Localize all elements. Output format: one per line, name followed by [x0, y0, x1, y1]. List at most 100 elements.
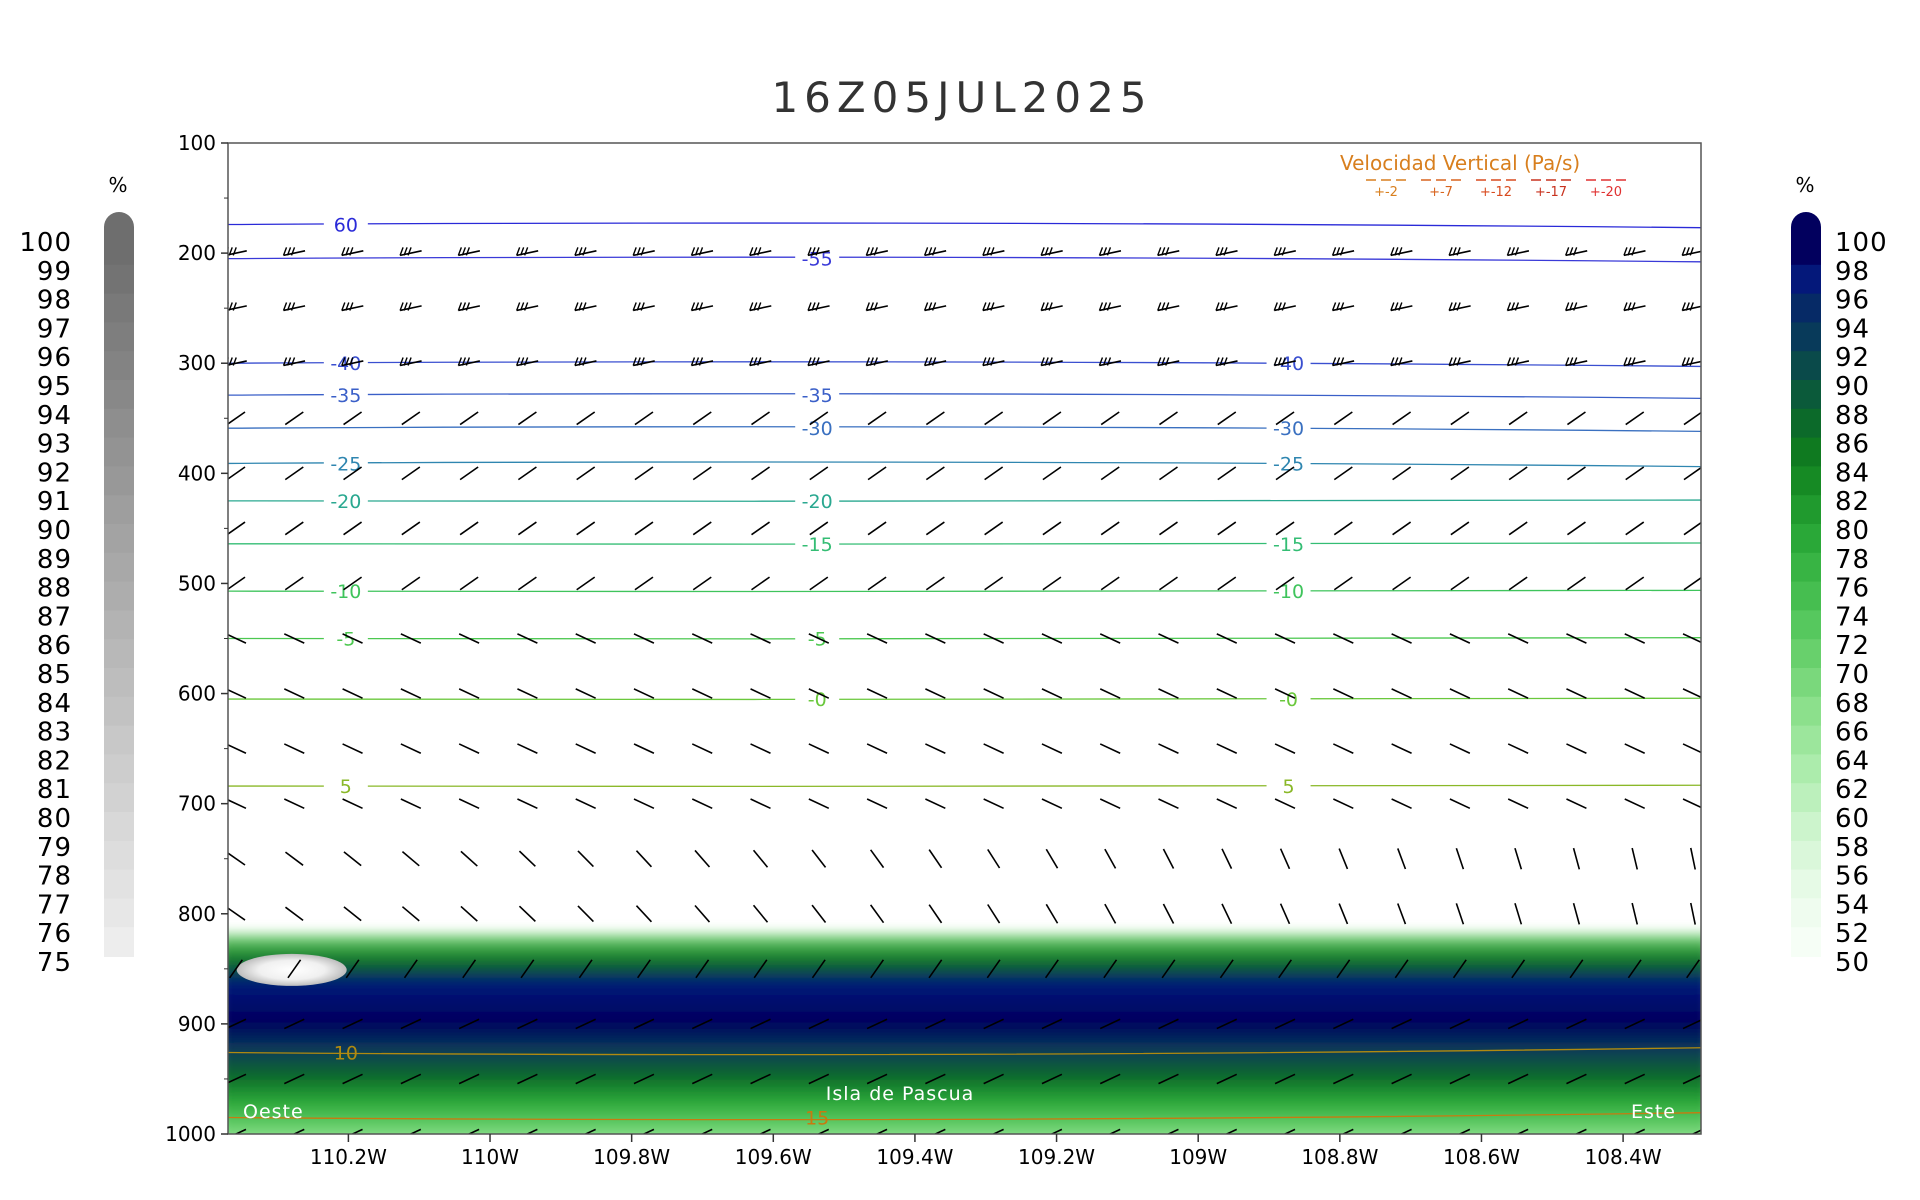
- wind-barb: [575, 688, 596, 699]
- wind-barb: [517, 633, 538, 644]
- wind-barb-flag: [1215, 247, 1220, 256]
- wind-barb-flag: [341, 357, 346, 366]
- wind-barb: [1099, 305, 1122, 312]
- wind-barb-flag: [1098, 357, 1104, 366]
- wind-barb: [986, 959, 1001, 979]
- wind-barb: [342, 743, 363, 754]
- colorbar-segment: [1791, 610, 1821, 641]
- wind-barb: [283, 743, 305, 754]
- wind-barb-flag: [982, 247, 987, 256]
- colorbar-segment: [104, 783, 134, 813]
- colorbar-segment: [1791, 552, 1821, 583]
- wind-barb: [691, 798, 713, 810]
- wind-barb-flag: [1040, 302, 1045, 311]
- wind-barb-flag: [1281, 357, 1286, 366]
- x-tick-label: 108.8W: [1301, 1145, 1378, 1169]
- wind-barb: [342, 688, 363, 699]
- wind-barb-flag: [1456, 302, 1461, 311]
- wind-barb-flag: [515, 302, 521, 311]
- legend-title: Velocidad Vertical (Pa/s): [1340, 151, 1580, 175]
- wind-barb-flag: [990, 357, 995, 366]
- wind-barb: [866, 1018, 888, 1030]
- wind-barb-flag: [1398, 357, 1403, 366]
- colorbar-segment: [104, 927, 134, 957]
- colorbar-label: 78: [37, 862, 72, 892]
- wind-barb-flag: [399, 302, 404, 311]
- colorbar-segment: [104, 351, 134, 381]
- wind-barb: [1448, 250, 1471, 257]
- wind-barb: [228, 852, 246, 866]
- wind-barb: [1162, 848, 1175, 869]
- wind-barb: [982, 305, 1005, 312]
- colorbar-segment: [1791, 840, 1821, 871]
- wind-barb: [1216, 1018, 1238, 1030]
- wind-barb-flag: [465, 247, 471, 256]
- wind-barb: [984, 411, 1004, 426]
- contour-label: -15: [802, 534, 833, 556]
- wind-barb: [1516, 1128, 1529, 1134]
- wind-barb-flag: [523, 357, 529, 366]
- wind-barb-flag: [986, 247, 991, 256]
- contour-label-bg: [1266, 581, 1311, 602]
- wind-barb: [400, 743, 422, 754]
- wind-barb-flag: [1390, 302, 1395, 311]
- wind-barb: [1045, 903, 1059, 924]
- plot-area: 60-55-40-40-35 -35-30 -30-25-25-20 -20-15 -1…: [165, 131, 1702, 1169]
- wind-barb-flag: [1048, 247, 1053, 256]
- wind-barb-flag: [578, 247, 583, 256]
- wind-barb: [1042, 576, 1062, 591]
- wind-barb: [1569, 959, 1584, 979]
- wind-barb-flag: [1681, 247, 1686, 256]
- colorbar-segment: [104, 754, 134, 785]
- wind-barb-flag: [1681, 357, 1686, 366]
- wind-barb-flag: [757, 247, 762, 256]
- contour-label-bg: [323, 628, 368, 649]
- wind-barb: [1682, 633, 1701, 644]
- colorbar-segment: [1791, 869, 1821, 900]
- wind-barb: [984, 576, 1004, 591]
- wind-barb-flag: [1335, 247, 1341, 256]
- wind-barb: [1221, 848, 1233, 869]
- wind-barb-flag: [1040, 357, 1045, 366]
- contour-label: -10: [1273, 581, 1304, 603]
- wind-barb-flag: [1335, 302, 1341, 311]
- wind-barb: [1338, 903, 1349, 925]
- colorbar-segment: [104, 437, 134, 468]
- wind-barb: [458, 1073, 480, 1085]
- wind-barb: [1103, 959, 1118, 979]
- wind-barb-flag: [749, 302, 754, 311]
- wind-barb: [984, 466, 1004, 481]
- wind-barb-flag: [515, 247, 521, 256]
- y-tick-label: 800: [178, 902, 216, 926]
- x-tick-label: 109.2W: [1018, 1145, 1095, 1169]
- wind-barb: [925, 743, 946, 754]
- contour-label: 10: [334, 1043, 358, 1065]
- colorbar-segment: [1791, 495, 1821, 525]
- wind-barb-flag: [1281, 247, 1286, 256]
- wind-barb: [1275, 576, 1295, 591]
- contour-label-bg: [795, 385, 840, 406]
- wind-barb: [933, 1128, 946, 1134]
- colorbar-label: 77: [37, 890, 72, 920]
- colorbar-label: 60: [1835, 804, 1870, 834]
- wind-barb-flag: [753, 302, 758, 311]
- colorbar-segment: [104, 869, 134, 900]
- wind-barb: [1449, 688, 1471, 699]
- colorbar-segment: [104, 322, 134, 353]
- colorbar-segment: [104, 236, 134, 266]
- wind-barb: [991, 1128, 1004, 1134]
- wind-barb: [1216, 633, 1238, 644]
- wind-barb: [1448, 305, 1471, 312]
- colorbar-segment: [1791, 466, 1821, 497]
- colorbar-segment: [104, 264, 134, 295]
- wind-barb: [634, 521, 654, 536]
- wind-barb-flag: [1102, 302, 1108, 311]
- wind-barb-flag: [1506, 302, 1512, 311]
- wind-barb-flag: [640, 302, 645, 311]
- wind-barb-flag: [690, 357, 696, 366]
- wind-barb-flag: [1452, 357, 1457, 366]
- wind-barb-flag: [1331, 302, 1337, 311]
- wind-barb-flag: [1048, 357, 1053, 366]
- wind-barb: [1158, 688, 1179, 699]
- colorbar-label: 85: [37, 660, 72, 690]
